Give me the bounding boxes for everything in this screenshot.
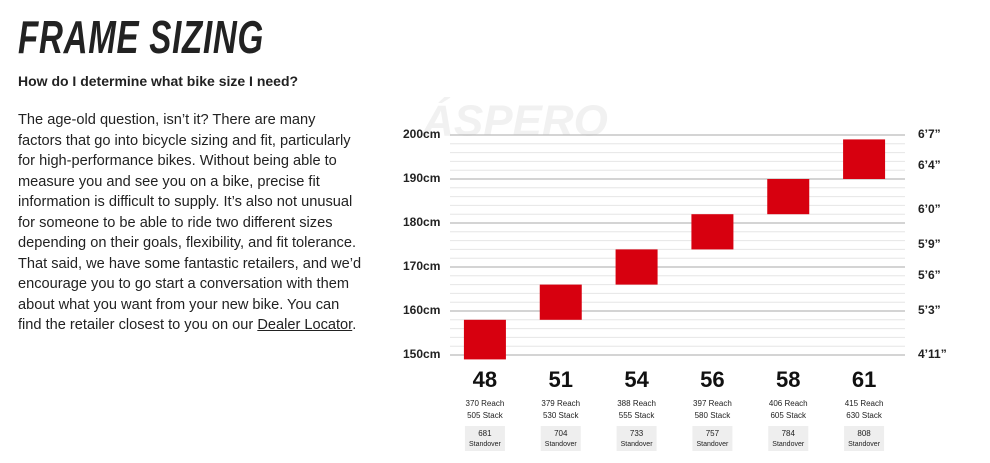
reach-label: Reach [557,399,580,408]
y2-tick-label: 4’11” [918,347,947,361]
paragraph-end: . [352,317,357,333]
stack-value: 605 [770,411,784,420]
reach-label: Reach [860,399,883,408]
standover-value: 733 [630,429,644,438]
reach-text: 415 Reach [845,399,884,408]
reach-value: 406 [769,399,783,408]
size-label: 56 [700,367,724,392]
standover-label: Standover [545,441,578,448]
size-label: 58 [776,367,800,392]
y2-tick-label: 5’9” [918,237,941,251]
reach-text: 406 Reach [769,399,808,408]
stack-text: 505 Stack [467,411,504,420]
y-tick-label: 160cm [403,303,440,317]
stack-label: Stack [483,411,504,420]
reach-label: Reach [481,399,504,408]
stack-value: 580 [695,411,709,420]
y-tick-label: 200cm [403,127,440,141]
y-tick-label: 190cm [403,171,440,185]
stack-text: 630 Stack [846,411,883,420]
stack-label: Stack [862,411,883,420]
y-tick-label: 150cm [403,347,440,361]
standover-box [692,426,733,451]
standover-value: 681 [478,429,492,438]
standover-box [540,426,581,451]
size-label: 54 [624,367,649,392]
stack-label: Stack [710,411,731,420]
reach-value: 370 [466,399,480,408]
y2-tick-label: 5’3” [918,303,941,317]
reach-text: 397 Reach [693,399,732,408]
y2-tick-label: 6’7” [918,127,941,141]
standover-label: Standover [772,441,805,448]
stack-text: 555 Stack [619,411,656,420]
standover-box [464,426,505,451]
stack-value: 630 [846,411,860,420]
y2-tick-label: 6’4” [918,158,941,172]
standover-value: 757 [706,429,720,438]
y-tick-label: 170cm [403,259,440,273]
question: How do I determine what bike size I need… [18,73,299,89]
size-range-box [843,139,886,179]
stack-text: 580 Stack [695,411,732,420]
standover-value: 784 [782,429,796,438]
standover-box [768,426,809,451]
stack-value: 505 [467,411,481,420]
reach-text: 388 Reach [617,399,656,408]
reach-label: Reach [633,399,656,408]
size-label: 61 [852,367,876,392]
page-title: FRAME SIZING [18,11,265,63]
reach-text: 370 Reach [466,399,505,408]
standover-value: 704 [554,429,568,438]
y2-tick-label: 5’6” [918,268,941,282]
standover-label: Standover [621,441,654,448]
stack-label: Stack [634,411,655,420]
stack-label: Stack [559,411,580,420]
standover-label: Standover [696,441,729,448]
size-label: 51 [549,367,573,392]
reach-value: 379 [541,399,555,408]
standover-value: 808 [857,429,871,438]
reach-value: 415 [845,399,859,408]
stack-text: 530 Stack [543,411,580,420]
reach-value: 397 [693,399,707,408]
reach-label: Reach [784,399,807,408]
stack-value: 530 [543,411,557,420]
size-label: 48 [473,367,497,392]
standover-box [844,426,885,451]
standover-label: Standover [848,441,881,448]
size-range-box [691,214,734,250]
y-tick-label: 180cm [403,215,440,229]
size-range-box [539,284,582,320]
reach-text: 379 Reach [541,399,580,408]
body-text: The age-old question, isn’t it? There ar… [18,110,363,336]
watermark: ÁSPERO [421,96,608,146]
standover-box [616,426,657,451]
stack-text: 605 Stack [770,411,807,420]
stack-value: 555 [619,411,633,420]
size-range-box [463,319,506,360]
reach-label: Reach [709,399,732,408]
standover-label: Standover [469,441,502,448]
stack-label: Stack [786,411,807,420]
paragraph: The age-old question, isn’t it? There ar… [18,112,362,333]
dealer-link[interactable]: Dealer Locator [257,317,353,333]
reach-value: 388 [617,399,631,408]
y2-tick-label: 6’0” [918,202,941,216]
size-range-box [767,179,810,215]
size-range-box [615,249,658,285]
